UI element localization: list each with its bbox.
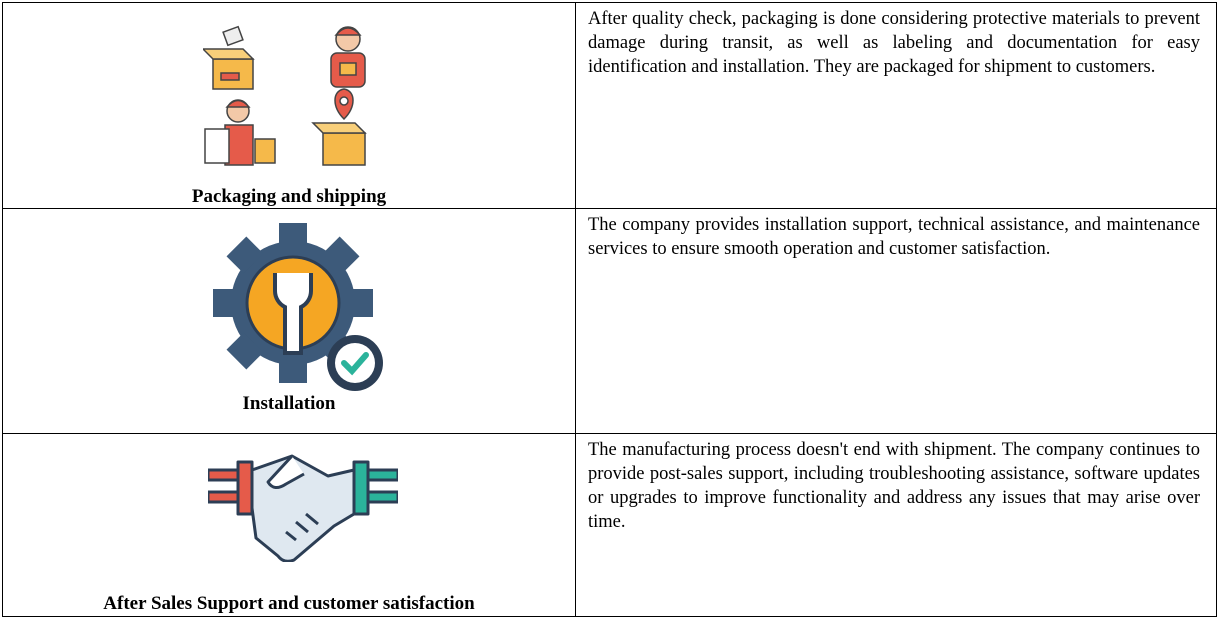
cell-label: Packaging and shipping — [2, 2, 576, 209]
packaging-icon — [203, 25, 367, 166]
installation-icon — [213, 223, 383, 391]
handshake-icon — [208, 454, 398, 562]
row-label: Packaging and shipping — [191, 186, 387, 207]
row-description: The manufacturing process doesn't end wi… — [588, 440, 1200, 532]
row-description: After quality check, packaging is done c… — [588, 9, 1200, 77]
cell-description: After quality check, packaging is done c… — [575, 2, 1217, 209]
cell-label: Installation — [2, 208, 576, 434]
row-label: Installation — [242, 393, 336, 414]
cell-description: The company provides installation suppor… — [575, 208, 1217, 434]
cell-description: The manufacturing process doesn't end wi… — [575, 433, 1217, 617]
row-label: After Sales Support and customer satisfa… — [103, 593, 475, 614]
cell-label: After Sales Support and customer satisfa… — [2, 433, 576, 617]
row-description: The company provides installation suppor… — [588, 215, 1200, 259]
